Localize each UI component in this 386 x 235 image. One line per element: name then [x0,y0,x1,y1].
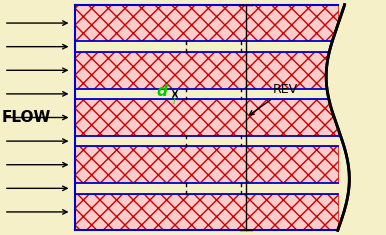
Bar [75,183,338,194]
Text: REV: REV [249,83,298,115]
Bar [75,5,338,41]
Bar [75,41,338,52]
Polygon shape [326,5,386,230]
Text: d: d [156,84,167,99]
Text: i: i [173,96,176,106]
Bar [75,99,338,136]
Text: FLOW: FLOW [2,110,51,125]
Bar [75,146,338,183]
Bar [75,194,338,230]
Bar [75,89,338,99]
Bar [75,136,338,146]
Bar [75,52,338,89]
